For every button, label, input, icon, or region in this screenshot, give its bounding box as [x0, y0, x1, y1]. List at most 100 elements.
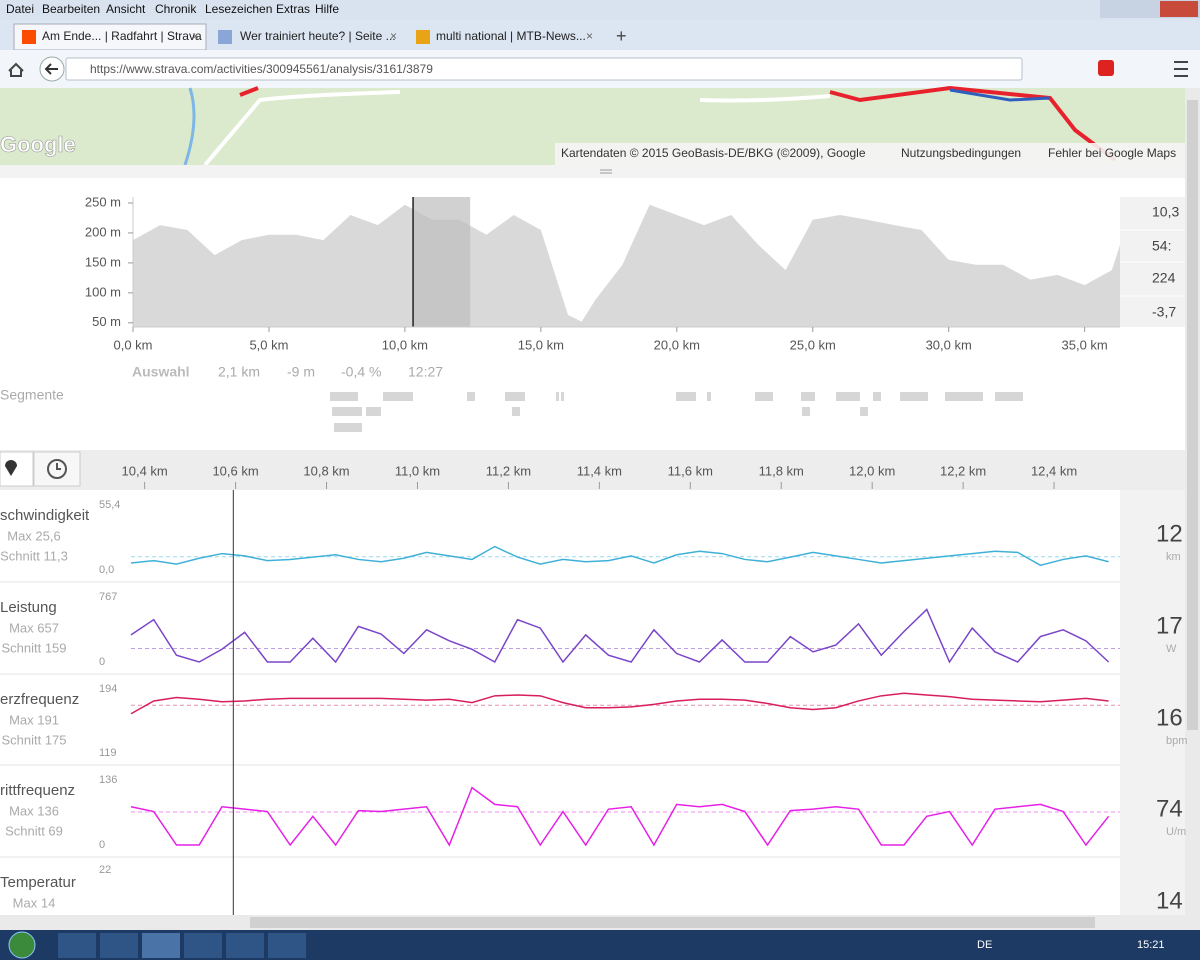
menu-item[interactable]: Hilfe	[315, 2, 339, 16]
selection-highlight[interactable]	[413, 197, 471, 327]
new-tab[interactable]: +	[616, 26, 627, 46]
segment-bar[interactable]	[561, 392, 564, 401]
stream-tick-label: 0	[99, 656, 105, 668]
stream-avg: Schnitt 11,3	[0, 548, 68, 563]
stat-value: 224	[1152, 270, 1176, 286]
stream-max: Max 191	[9, 712, 59, 727]
y-tick-label: 250 m	[85, 194, 121, 209]
current-values-column	[1120, 490, 1185, 915]
zoom-tick-label: 11,0 km	[395, 463, 440, 478]
segment-bar[interactable]	[801, 392, 815, 401]
route-overlap	[949, 88, 1051, 102]
menu-item[interactable]: Datei	[6, 2, 34, 16]
zoom-tick-label: 11,4 km	[577, 463, 622, 478]
back-arrow	[44, 63, 58, 75]
tab-title[interactable]: Wer trainiert heute? | Seite ...	[240, 29, 396, 43]
segment-bar[interactable]	[556, 392, 559, 401]
segment-bar[interactable]	[900, 392, 928, 401]
segment-bar[interactable]	[467, 392, 475, 401]
taskbar-app[interactable]	[142, 933, 180, 958]
stat-value: 54:	[1152, 238, 1171, 254]
segment-bar[interactable]	[332, 407, 362, 416]
map-terms[interactable]: Nutzungsbedingungen	[901, 146, 1021, 160]
stream-unit: U/m	[1166, 826, 1186, 838]
segment-bar[interactable]	[860, 407, 868, 416]
segments	[330, 392, 1023, 432]
segment-bar[interactable]	[366, 407, 381, 416]
url-field[interactable]	[65, 57, 1023, 81]
stream-unit: bpm	[1166, 735, 1187, 747]
y-tick-label: 100 m	[85, 284, 121, 299]
stream-tick-label: 0	[99, 839, 105, 851]
start-button[interactable]	[8, 931, 36, 959]
url[interactable]: https://www.strava.com/activities/300945…	[90, 62, 433, 76]
taskbar-app[interactable]	[100, 933, 138, 958]
segment-bar[interactable]	[836, 392, 860, 401]
taskbar-app[interactable]	[184, 933, 222, 958]
close-button[interactable]	[1160, 1, 1198, 17]
tab-close[interactable]: ×	[390, 29, 397, 43]
taskbar-app[interactable]	[268, 933, 306, 958]
map-report[interactable]: Fehler bei Google Maps	[1048, 146, 1176, 160]
home-button[interactable]	[8, 62, 24, 77]
resize-handle[interactable]	[0, 165, 1185, 178]
segment-bar[interactable]	[383, 392, 413, 401]
pin-icon	[5, 460, 17, 476]
menu-bar	[0, 0, 1200, 20]
taskbar-app[interactable]	[226, 933, 264, 958]
active-tab[interactable]	[13, 23, 207, 51]
addon-icon[interactable]	[1098, 60, 1114, 76]
tab-title[interactable]: multi national | MTB-News...	[436, 29, 586, 43]
segment-bar[interactable]	[505, 392, 525, 401]
stat-value: 10,3	[1152, 204, 1179, 220]
x-tick-label: 0,0 km	[113, 337, 152, 352]
tab-title[interactable]: Am Ende... | Radfahrt | Strava	[42, 29, 202, 43]
horizontal-scroll-thumb[interactable]	[250, 917, 1095, 928]
segment-bar[interactable]	[330, 392, 358, 401]
menu-item[interactable]: Chronik	[155, 2, 197, 16]
segment-bar[interactable]	[802, 407, 810, 416]
selection-elevation: -9 m	[287, 364, 315, 380]
stream-line	[130, 692, 1109, 715]
x-tick-label: 35,0 km	[1062, 337, 1108, 352]
segment-bar[interactable]	[512, 407, 520, 416]
tab-close[interactable]: ×	[586, 29, 593, 43]
menu-button[interactable]	[1174, 61, 1188, 77]
x-tick-label: 10,0 km	[382, 337, 428, 352]
segment-bar[interactable]	[334, 423, 362, 432]
stream-tick-label: 22	[99, 864, 111, 876]
menu-item[interactable]: Ansicht	[106, 2, 146, 16]
x-tick-label: 30,0 km	[926, 337, 972, 352]
segment-bar[interactable]	[945, 392, 983, 401]
segment-bar[interactable]	[707, 392, 711, 401]
zoom-tick-label: 11,2 km	[486, 463, 531, 478]
x-tick-label: 15,0 km	[518, 337, 564, 352]
tab-close[interactable]: ×	[192, 29, 199, 43]
map-pin-button[interactable]	[0, 451, 34, 487]
segment-bar[interactable]	[995, 392, 1023, 401]
route	[239, 85, 1117, 162]
taskbar-app[interactable]	[58, 933, 96, 958]
selection-distance: 2,1 km	[218, 364, 260, 380]
selection-time: 12:27	[408, 364, 443, 380]
vertical-scroll-thumb[interactable]	[1187, 100, 1198, 730]
segment-bar[interactable]	[873, 392, 881, 401]
stream-avg: Schnitt 69	[5, 823, 63, 838]
language[interactable]: DE	[977, 939, 992, 951]
stream-tick-label: 194	[99, 683, 117, 695]
stream-line	[130, 608, 1110, 664]
stream-max: Max 25,6	[7, 528, 60, 543]
menu-item[interactable]: Bearbeiten	[42, 2, 100, 16]
clock[interactable]: 15:21	[1137, 939, 1165, 951]
stream-avg: Schnitt 159	[1, 640, 66, 655]
tab-icon	[416, 30, 430, 44]
menu-item[interactable]: Extras	[276, 2, 310, 16]
zoom-axis-band	[0, 450, 1185, 490]
stream-tick-label: 0,0	[99, 564, 114, 576]
elevation-area	[133, 204, 1120, 327]
menu-item[interactable]: Lesezeichen	[205, 2, 272, 16]
segment-bar[interactable]	[755, 392, 773, 401]
segment-bar[interactable]	[676, 392, 696, 401]
